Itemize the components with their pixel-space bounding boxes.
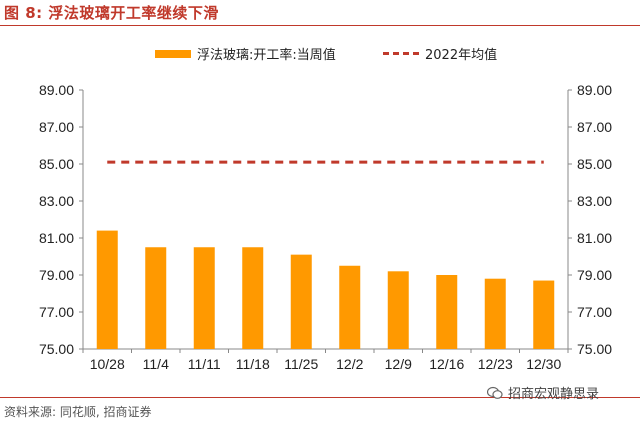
bar — [290, 254, 312, 349]
bar — [242, 247, 264, 349]
bar — [193, 247, 215, 349]
y-tick-label-left: 77.00 — [39, 304, 74, 320]
y-tick-label-right: 77.00 — [577, 304, 612, 320]
y-tick-label-right: 87.00 — [577, 119, 612, 135]
x-tick-label: 11/18 — [236, 356, 270, 372]
legend: 浮法玻璃:开工率:当周值 2022年均值 — [0, 44, 640, 64]
y-tick-label-right: 81.00 — [577, 230, 612, 246]
y-tick-label-right: 85.00 — [577, 156, 612, 172]
footer-divider — [0, 397, 640, 398]
bar — [484, 278, 506, 349]
x-tick-label: 11/11 — [188, 356, 221, 372]
bar — [96, 230, 118, 349]
legend-swatch-dashed — [383, 52, 419, 55]
y-tick-label-left: 89.00 — [39, 82, 74, 98]
legend-label-bar-series: 浮法玻璃:开工率:当周值 — [197, 48, 336, 63]
x-tick-label: 12/9 — [385, 356, 412, 372]
y-tick-label-left: 79.00 — [39, 267, 74, 283]
watermark-text: 招商宏观静思录 — [508, 387, 600, 402]
y-tick-label-left: 75.00 — [39, 341, 74, 357]
y-tick-label-right: 83.00 — [577, 193, 612, 209]
y-tick-label-left: 85.00 — [39, 156, 74, 172]
y-tick-label-left: 83.00 — [39, 193, 74, 209]
y-tick-label-right: 89.00 — [577, 82, 612, 98]
title-divider — [0, 25, 640, 26]
x-tick-label: 11/25 — [284, 356, 318, 372]
x-tick-label: 12/23 — [478, 356, 513, 372]
y-tick-label-right: 75.00 — [577, 341, 612, 357]
x-tick-label: 11/4 — [143, 356, 169, 372]
watermark: 招商宏观静思录 — [487, 383, 599, 402]
legend-item-bar-series: 浮法玻璃:开工率:当周值 — [155, 44, 336, 63]
y-tick-label-left: 87.00 — [39, 119, 74, 135]
y-tick-label-left: 81.00 — [39, 230, 74, 246]
x-tick-label: 10/28 — [90, 356, 125, 372]
y-tick-label-right: 79.00 — [577, 267, 612, 283]
x-tick-label: 12/16 — [429, 356, 464, 372]
bar — [533, 280, 555, 349]
bar — [145, 247, 167, 349]
legend-item-average: 2022年均值 — [383, 44, 497, 63]
legend-swatch-bar — [155, 49, 191, 58]
source-note: 资料来源: 同花顺, 招商证券 — [4, 405, 152, 419]
legend-label-average: 2022年均值 — [425, 48, 498, 63]
bar — [387, 271, 409, 349]
x-tick-label: 12/2 — [336, 356, 363, 372]
bar — [339, 265, 361, 349]
x-tick-label: 12/30 — [526, 356, 561, 372]
wechat-icon — [487, 386, 503, 399]
figure-title: 图 8: 浮法玻璃开工率继续下滑 — [4, 4, 219, 22]
bar — [436, 275, 458, 349]
